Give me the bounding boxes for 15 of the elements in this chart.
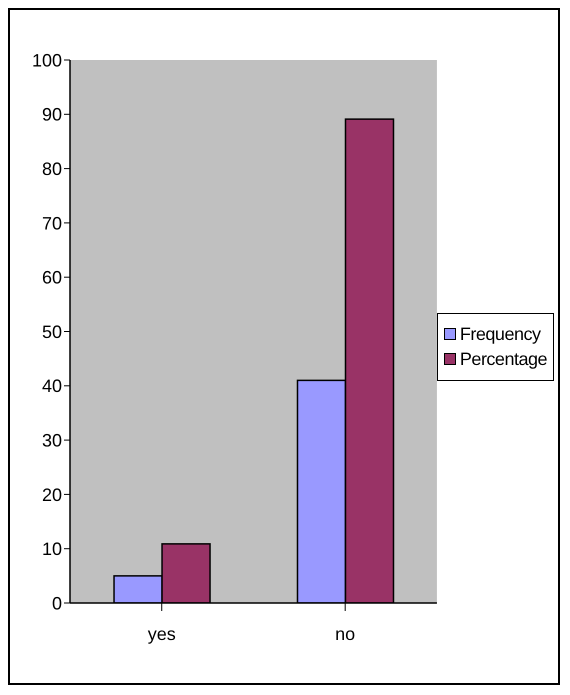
y-tick-label: 60 — [42, 268, 62, 288]
y-tick-label: 10 — [42, 539, 62, 560]
y-tick-label: 30 — [42, 430, 62, 450]
y-tick-label: 70 — [42, 213, 62, 234]
x-tick-label: no — [335, 624, 356, 644]
x-tick-label: yes — [148, 624, 176, 644]
y-tick-label: 50 — [42, 322, 62, 342]
y-tick-label: 90 — [42, 104, 62, 125]
y-tick-label: 20 — [42, 484, 62, 505]
legend-label: Frequency — [460, 324, 540, 344]
y-tick-label: 80 — [42, 158, 62, 179]
y-tick-label: 0 — [52, 593, 62, 614]
y-tick-label: 40 — [42, 376, 62, 396]
legend-label: Percentage — [460, 348, 547, 370]
y-tick-label: 100 — [32, 50, 62, 70]
